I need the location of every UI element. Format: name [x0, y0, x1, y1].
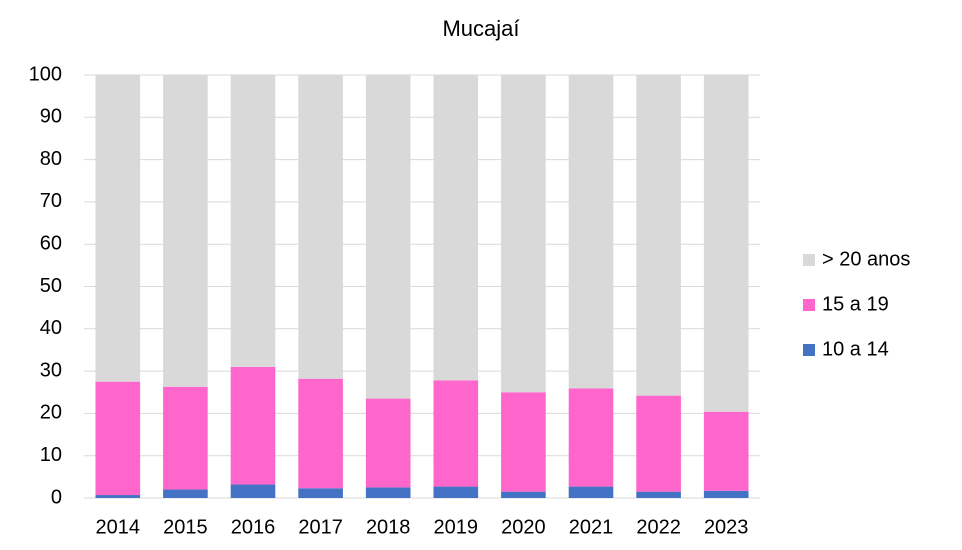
y-tick-label: 70 [40, 190, 62, 212]
bar-segment [703, 490, 749, 498]
bar-segment [163, 489, 208, 498]
bar-segment [501, 392, 546, 492]
bar-segment [95, 75, 141, 382]
bar-segment [501, 75, 546, 393]
y-tick-label: 60 [40, 232, 62, 254]
x-tick-label: 2017 [298, 516, 343, 538]
bar-segment [230, 75, 276, 367]
bar-segment [501, 491, 546, 498]
y-tick-label: 90 [40, 106, 62, 128]
x-tick-label: 2016 [231, 516, 276, 538]
x-tick-label: 2019 [434, 516, 479, 538]
x-tick-label: 2022 [636, 516, 681, 538]
y-tick-label: 0 [51, 486, 62, 508]
bar-segment [365, 398, 411, 488]
y-tick-label: 20 [40, 402, 62, 424]
bar-segment [95, 495, 141, 498]
y-tick-label: 100 [29, 63, 62, 85]
x-tick-label: 2015 [163, 516, 208, 538]
x-tick-label: 2021 [569, 516, 614, 538]
bar-segment [433, 486, 479, 498]
bar-segment [230, 484, 276, 498]
bar-segment [230, 366, 276, 485]
legend-swatch [803, 344, 815, 356]
bar-segment [163, 75, 208, 387]
bar-segment [298, 488, 343, 498]
bar-segment [365, 75, 411, 399]
bar-segment [636, 395, 681, 492]
legend-label: 15 a 19 [822, 293, 889, 315]
bar-segment [636, 491, 681, 498]
x-tick-label: 2018 [366, 516, 411, 538]
legend-label: > 20 anos [822, 248, 910, 270]
y-tick-label: 50 [40, 275, 62, 297]
bar-segment [568, 486, 614, 498]
bar-segment [95, 381, 141, 496]
x-tick-label: 2014 [96, 516, 141, 538]
y-tick-label: 40 [40, 317, 62, 339]
bar-segment [703, 411, 749, 491]
bar-segment [636, 75, 681, 396]
bar-segment [163, 386, 208, 490]
bar-segment [433, 75, 479, 381]
legend-swatch [803, 254, 815, 266]
bar-segment [568, 388, 614, 487]
chart-title: Mucajaí [442, 16, 519, 41]
bar-segment [298, 378, 343, 489]
bar-segment [365, 487, 411, 498]
bar-segment [703, 75, 749, 412]
x-tick-label: 2023 [704, 516, 749, 538]
bar-segment [568, 75, 614, 389]
y-tick-label: 30 [40, 359, 62, 381]
x-tick-label: 2020 [501, 516, 546, 538]
y-tick-label: 10 [40, 444, 62, 466]
legend-swatch [803, 299, 815, 311]
legend-label: 10 a 14 [822, 338, 889, 360]
bar-segment [433, 380, 479, 487]
bar-segment [298, 75, 343, 379]
y-tick-label: 80 [40, 148, 62, 170]
